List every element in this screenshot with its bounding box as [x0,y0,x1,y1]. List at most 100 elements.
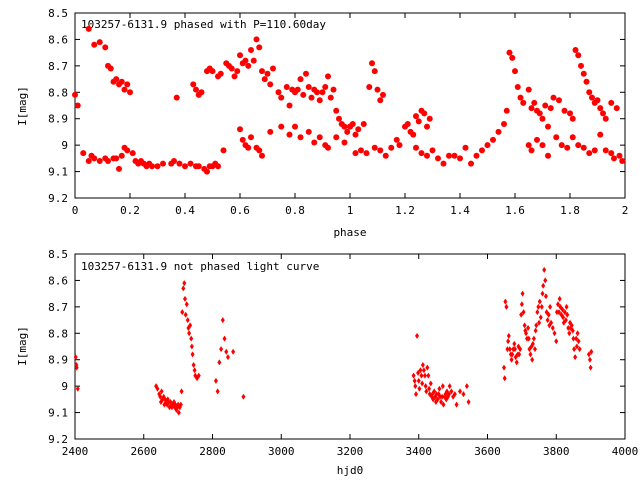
data-point [429,147,436,154]
data-point [96,39,103,46]
data-point [316,97,323,104]
data-point [413,383,418,390]
data-point [520,290,525,297]
data-point [166,399,171,405]
data-point [528,351,533,358]
data-point [536,110,543,117]
data-point [423,383,428,390]
y-axis-label: I[mag] [16,86,29,126]
data-point [457,155,463,162]
data-point [569,134,576,141]
data-point [178,401,183,408]
data-point [577,346,582,353]
data-point [538,314,543,321]
data-point [176,160,183,167]
data-point [452,391,457,398]
data-point [425,364,430,371]
axis-ticks: 0 0.2 0.4 0.6 0.8 1 1.2 1.4 1.6 1.8 2 8.5 8.6 8.7 8.8 8… [48,7,628,217]
data-point [602,115,609,122]
data-point [432,388,437,395]
data-point [616,152,623,159]
data-point [440,160,447,167]
data-point [435,155,441,162]
data-point [522,322,527,329]
data-point [355,126,362,133]
data-point [589,94,595,101]
data-point [545,123,551,130]
data-point [435,396,440,403]
data-point [159,388,164,395]
data-point [553,134,560,141]
data-point [85,158,92,164]
data-point [461,391,466,398]
data-point [327,94,334,101]
data-point [507,346,512,353]
data-point [586,89,593,96]
data-point [352,150,359,157]
data-point [189,335,194,342]
data-point [479,147,485,154]
data-point [72,91,78,98]
data-point [521,309,526,316]
y-axis-label: I[mag] [16,326,29,366]
data-point [534,136,540,143]
data-point [530,340,535,347]
data-point [564,144,571,151]
data-point [554,309,559,316]
data-point [542,266,547,273]
data-point [572,47,579,53]
data-point [578,62,584,69]
x-tick-label: 1.6 [505,204,525,217]
data-point [526,325,531,331]
data-point [73,354,78,361]
data-point [388,144,395,151]
data-point [336,115,342,122]
data-point [572,346,577,353]
data-point [561,314,566,321]
data-point [248,47,254,53]
data-point [422,372,427,379]
data-point [506,338,511,345]
data-point [242,57,249,64]
data-point [574,335,579,342]
data-point [74,364,79,371]
data-point [155,385,160,392]
data-point [418,150,425,157]
data-point [554,338,559,345]
data-point [583,78,590,85]
data-point [549,319,554,326]
data-point [182,280,187,287]
data-point [414,391,418,398]
data-point [418,367,423,374]
data-point [411,372,416,379]
y-tick-label: 9 [61,380,68,393]
data-point [256,44,263,51]
data-point [466,399,471,405]
data-point [102,44,109,51]
data-point [371,144,378,151]
data-point [495,128,502,135]
data-point [85,25,92,32]
data-point [587,356,592,363]
data-point [74,102,81,109]
data-point [393,136,400,143]
data-point [160,160,166,167]
data-point [420,362,425,368]
data-point [245,62,252,69]
data-point [451,152,458,159]
data-points [73,266,594,416]
data-point [519,301,524,308]
data-point [449,388,454,395]
data-point [586,150,593,157]
data-point [550,325,555,331]
data-point [575,330,580,337]
data-point [311,139,318,146]
data-point [530,356,535,363]
axis-ticks: 2400 2600 2800 3000 3200 3400 3600 3800 4000 8.5 8… [48,248,638,458]
data-point [537,319,542,326]
x-tick-label: 2 [622,204,629,217]
data-point [424,123,430,130]
data-point [434,391,439,398]
data-point [415,332,420,339]
x-tick-label: 3400 [406,445,433,458]
